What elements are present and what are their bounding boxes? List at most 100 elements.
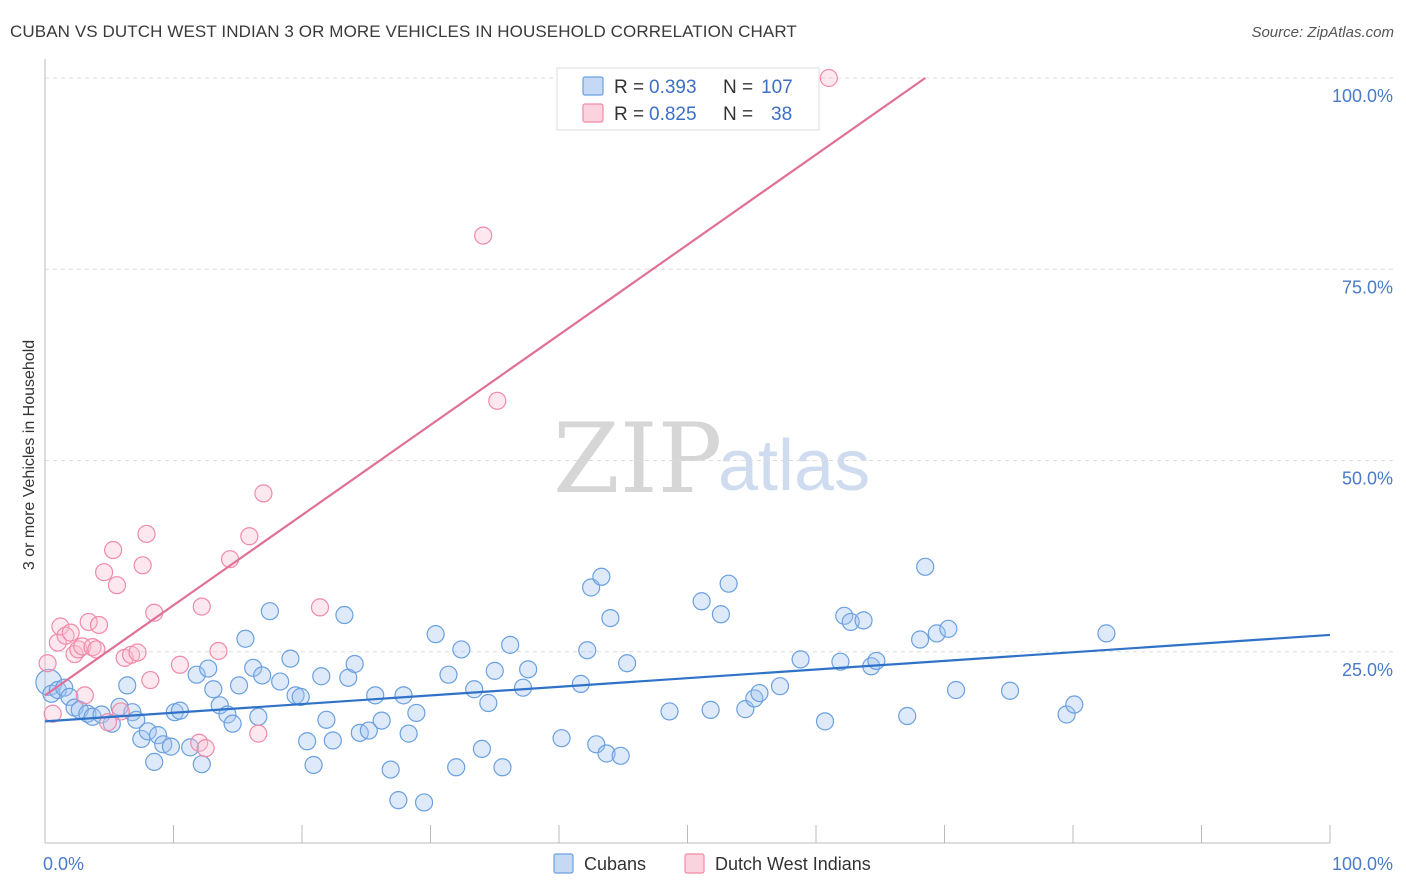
dwi-point-30 — [209, 641, 228, 661]
dwi-point-17 — [107, 576, 127, 595]
cuban-point-85 — [719, 574, 738, 593]
legend-n-label-dwi: N = — [723, 104, 753, 125]
cuban-point-43 — [312, 667, 331, 686]
cuban-point-84 — [711, 605, 731, 624]
trend-line-cubans — [44, 633, 1331, 723]
legend-n-label-cubans: N = — [723, 77, 753, 98]
cuban-point-67 — [493, 758, 512, 777]
cuban-point-30 — [223, 714, 242, 733]
axes — [44, 59, 1331, 844]
x-tick-labels: 0.0% 100.0% — [43, 854, 1393, 874]
legend-bottom-label-cubans: Cubans — [584, 854, 646, 874]
cuban-point-92 — [831, 652, 850, 671]
x-tick-label-0: 0.0% — [43, 854, 84, 874]
dwi-point-22 — [133, 556, 152, 575]
legend-swatch-dutch-west-indians — [582, 103, 604, 123]
dwi-point-37 — [488, 391, 507, 410]
dwi-point-4 — [56, 626, 75, 645]
cuban-point-77 — [597, 744, 616, 763]
trend-lines — [44, 77, 1331, 723]
cuban-point-79 — [611, 746, 630, 765]
x-tick-label-1: 100.0% — [1332, 854, 1393, 874]
legend-n-value-cubans: 107 — [761, 77, 793, 98]
cuban-point-80 — [618, 654, 637, 673]
cuban-point-81 — [660, 702, 679, 721]
cuban-point-4 — [60, 687, 79, 706]
dwi-point-1 — [43, 704, 62, 723]
cuban-point-71 — [552, 729, 571, 748]
dwi-point-23 — [137, 524, 156, 544]
legend-r-label-cubans: R = — [614, 77, 644, 98]
cuban-point-58 — [414, 793, 434, 812]
cuban-point-16 — [138, 722, 157, 741]
cuban-point-50 — [359, 721, 378, 740]
cuban-point-64 — [472, 739, 491, 759]
cuban-point-37 — [271, 672, 290, 691]
cuban-point-73 — [578, 641, 597, 660]
cuban-point-75 — [587, 735, 606, 754]
cuban-point-102 — [939, 619, 958, 638]
cuban-point-99 — [910, 630, 930, 649]
cuban-point-60 — [439, 665, 458, 684]
y-tick-labels: 25.0% 50.0% 75.0% 100.0% — [1332, 86, 1393, 680]
dwi-point-16 — [104, 540, 123, 560]
dwi-point-33 — [249, 724, 268, 743]
cuban-point-90 — [791, 650, 810, 669]
cuban-point-38 — [281, 649, 300, 668]
trend-line-dutch-west-indians — [44, 77, 926, 697]
dwi-point-29 — [196, 739, 215, 758]
legend-n-value-dwi: 38 — [771, 104, 792, 125]
cuban-point-91 — [815, 712, 835, 731]
dwi-point-35 — [310, 598, 330, 617]
dwi-point-12 — [87, 640, 106, 659]
legend-r-value-dwi: 0.825 — [649, 104, 697, 125]
cuban-point-34 — [249, 707, 268, 726]
cuban-point-25 — [192, 755, 211, 774]
dwi-point-21 — [128, 643, 147, 662]
y-tick-label-0: 25.0% — [1342, 660, 1393, 680]
dwi-point-34 — [254, 484, 273, 503]
cuban-point-12 — [118, 676, 137, 695]
series-dutch-west-indians — [38, 68, 838, 758]
dwi-point-36 — [474, 226, 493, 245]
cuban-point-66 — [485, 661, 504, 680]
dwi-point-5 — [61, 623, 80, 642]
cuban-point-57 — [407, 703, 426, 723]
cuban-point-107 — [1097, 624, 1116, 643]
cuban-point-59 — [426, 625, 445, 644]
cuban-point-88 — [750, 683, 769, 703]
dwi-point-38 — [819, 68, 838, 88]
cuban-point-87 — [745, 689, 764, 708]
cuban-point-40 — [291, 687, 310, 706]
cuban-point-42 — [304, 755, 323, 775]
watermark: ZIP atlas — [553, 403, 870, 515]
dwi-point-8 — [73, 637, 92, 656]
cuban-point-32 — [236, 629, 255, 648]
cuban-point-98 — [898, 706, 917, 726]
cuban-point-83 — [701, 700, 720, 719]
cuban-point-95 — [854, 611, 873, 630]
cuban-point-54 — [389, 791, 408, 810]
legend-swatch-cubans — [582, 76, 604, 96]
cuban-point-65 — [479, 693, 498, 713]
cuban-point-70 — [519, 660, 538, 679]
cuban-point-46 — [335, 605, 354, 625]
cuban-point-22 — [170, 701, 190, 720]
cuban-point-27 — [204, 680, 223, 699]
cuban-point-41 — [298, 732, 317, 751]
dwi-point-28 — [192, 597, 211, 616]
cuban-point-23 — [181, 738, 200, 757]
cuban-point-17 — [145, 752, 164, 772]
legend-r-label-dwi: R = — [614, 104, 644, 125]
cuban-point-31 — [229, 676, 249, 695]
cuban-point-68 — [501, 635, 520, 654]
cuban-point-106 — [1065, 695, 1084, 714]
dwi-point-0 — [38, 654, 57, 673]
dwi-point-32 — [240, 527, 259, 546]
legend-bottom-label-dwi: Dutch West Indians — [715, 854, 871, 874]
cuban-point-35 — [253, 666, 272, 685]
cuban-point-63 — [465, 680, 484, 699]
legend-bottom-swatch-cubans — [553, 853, 574, 874]
grid-lines — [45, 77, 1395, 653]
